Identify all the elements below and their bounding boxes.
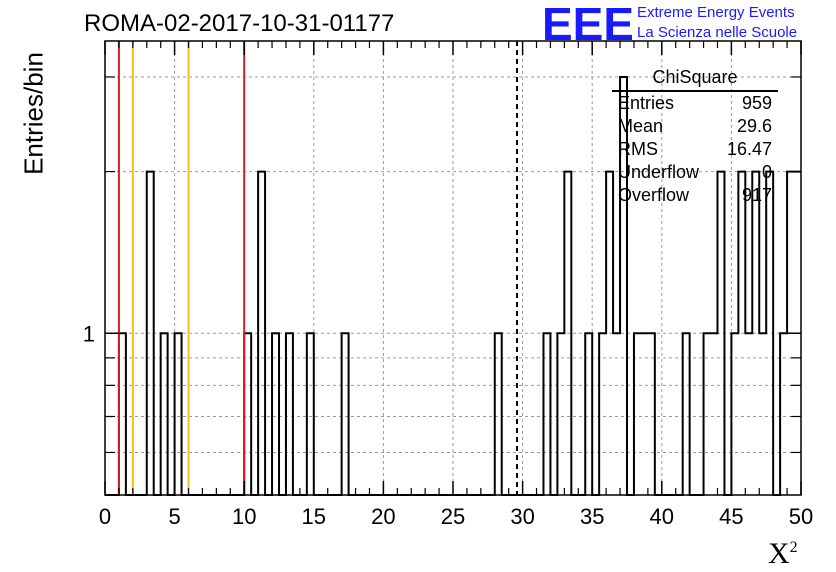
x-axis-label: X2 <box>768 537 798 570</box>
histogram-bin <box>564 172 571 495</box>
histogram-bin <box>634 333 641 495</box>
histogram-bin <box>606 172 613 495</box>
histogram-bin <box>711 333 718 495</box>
stats-row-underflow: Underflow 0 <box>618 162 772 182</box>
stats-row-entries: Entries 959 <box>618 93 772 113</box>
y-tick-label: 1 <box>83 321 95 346</box>
histogram-bin <box>585 333 592 495</box>
x-tick-label: 10 <box>232 504 256 529</box>
x-tick-label: 35 <box>580 504 604 529</box>
histogram-bin <box>543 333 550 495</box>
histogram-bin <box>641 333 648 495</box>
histogram-bin <box>648 333 655 495</box>
y-axis-label: Entries/bin <box>18 52 49 175</box>
histogram-bin <box>272 333 279 495</box>
eee-logo: EEE <box>542 2 632 44</box>
logo-mark: EEE <box>542 2 632 44</box>
histogram-bin <box>745 333 752 495</box>
x-tick-label: 15 <box>302 504 326 529</box>
x-tick-label: 50 <box>789 504 813 529</box>
stats-row-rms: RMS 16.47 <box>618 139 772 159</box>
stats-box: ChiSquare Entries 959 Mean 29.6 RMS 16.47 U… <box>612 66 778 207</box>
histogram-bin <box>286 333 293 495</box>
logo-line-2: La Scienza nelle Scuole <box>637 24 798 41</box>
histogram-bin <box>599 333 606 495</box>
histogram-bin <box>613 333 620 495</box>
histogram-bin <box>717 172 724 495</box>
histogram-bin <box>766 172 773 495</box>
histogram-bin <box>147 172 154 495</box>
histogram-bin <box>342 333 349 495</box>
histogram-bin <box>307 333 314 495</box>
histogram-bin <box>780 333 787 495</box>
x-tick-label: 25 <box>441 504 465 529</box>
histogram-bin <box>731 333 738 495</box>
stats-box-title: ChiSquare <box>612 66 778 92</box>
x-tick-label: 30 <box>510 504 534 529</box>
histogram-bin <box>175 333 182 495</box>
logo-line-1: Extreme Energy Events <box>637 4 795 21</box>
stats-row-mean: Mean 29.6 <box>618 116 772 136</box>
x-tick-label: 40 <box>650 504 674 529</box>
histogram-bin <box>738 172 745 495</box>
stats-row-overflow: Overflow 917 <box>618 185 772 205</box>
histogram-bin <box>244 333 251 495</box>
histogram-bin <box>119 333 126 495</box>
histogram-bin <box>161 333 168 495</box>
histogram-bin <box>557 333 564 495</box>
histogram-bin <box>759 333 766 495</box>
x-tick-label: 45 <box>719 504 743 529</box>
chart-title: ROMA-02-2017-10-31-01177 <box>84 10 395 37</box>
histogram-bin <box>258 172 265 495</box>
x-tick-label: 20 <box>371 504 395 529</box>
histogram-bin <box>495 333 502 495</box>
histogram-bin <box>752 172 759 495</box>
x-tick-label: 0 <box>99 504 111 529</box>
histogram-bin <box>683 333 690 495</box>
x-tick-label: 5 <box>168 504 180 529</box>
histogram-bin <box>704 333 711 495</box>
